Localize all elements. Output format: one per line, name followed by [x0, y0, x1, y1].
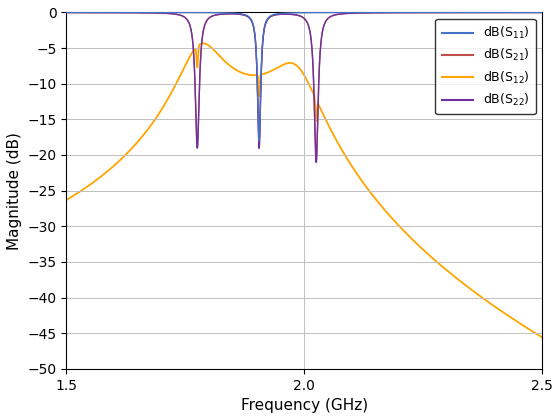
S11	[83, 10, 90, 15]
S12	[539, 335, 545, 340]
S22	[156, 10, 163, 16]
S11	[156, 10, 163, 15]
S12	[296, 66, 302, 71]
Line: S21: S21	[67, 13, 542, 162]
S12	[66, 196, 72, 201]
S12	[63, 197, 70, 202]
S12	[200, 41, 207, 46]
S12	[91, 178, 98, 184]
S12	[156, 110, 163, 115]
S21	[66, 10, 72, 15]
S21	[539, 10, 545, 15]
S21	[156, 10, 163, 16]
S11	[539, 10, 545, 15]
S11	[514, 10, 520, 15]
S21	[83, 10, 90, 15]
Line: S22: S22	[67, 13, 542, 162]
S22	[63, 10, 70, 15]
S11	[91, 10, 98, 15]
S11	[256, 138, 263, 143]
S12	[83, 185, 90, 190]
S22	[514, 10, 520, 15]
Legend: dB(S$_{11}$), dB(S$_{21}$), dB(S$_{12}$), dB(S$_{22}$): dB(S$_{11}$), dB(S$_{21}$), dB(S$_{12}$)…	[435, 19, 536, 114]
S22	[296, 13, 302, 18]
X-axis label: Frequency (GHz): Frequency (GHz)	[241, 398, 368, 413]
S22	[83, 10, 90, 15]
S22	[91, 10, 98, 15]
Line: S12: S12	[67, 43, 542, 337]
S11	[296, 10, 302, 15]
S21	[91, 10, 98, 15]
S21	[514, 10, 520, 15]
S12	[514, 319, 520, 324]
S22	[539, 10, 545, 15]
S22	[66, 10, 72, 15]
S21	[296, 13, 302, 18]
S22	[313, 160, 320, 165]
Y-axis label: Magnitude (dB): Magnitude (dB)	[7, 132, 22, 249]
S21	[63, 10, 70, 15]
Line: S11: S11	[67, 13, 542, 141]
S11	[66, 10, 72, 15]
S11	[63, 10, 70, 15]
S21	[313, 160, 320, 165]
